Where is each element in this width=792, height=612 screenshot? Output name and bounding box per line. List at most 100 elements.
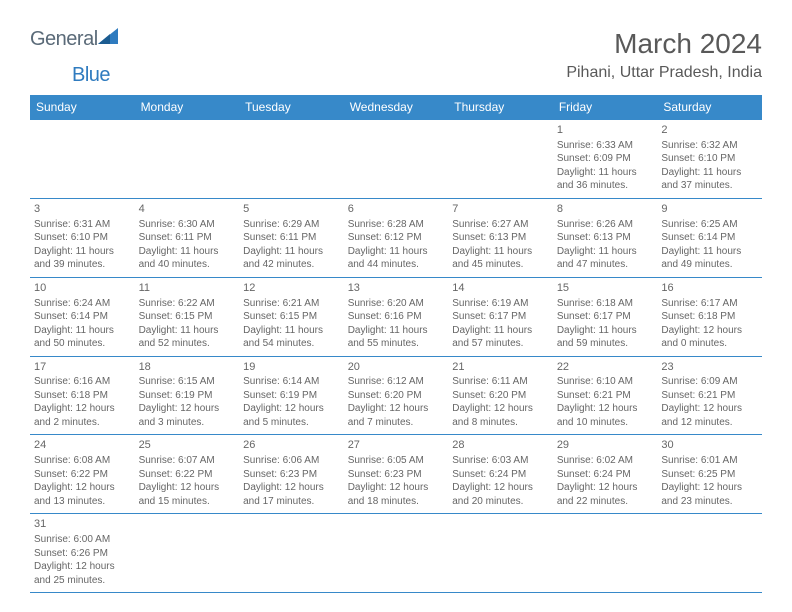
calendar-day-cell: 13Sunrise: 6:20 AMSunset: 6:16 PMDayligh… [344, 277, 449, 356]
location: Pihani, Uttar Pradesh, India [566, 64, 762, 82]
sunset-text: Sunset: 6:19 PM [243, 389, 340, 403]
calendar-week-row: 1Sunrise: 6:33 AMSunset: 6:09 PMDaylight… [30, 120, 762, 199]
calendar-day-cell: 10Sunrise: 6:24 AMSunset: 6:14 PMDayligh… [30, 277, 135, 356]
day-number: 21 [452, 360, 549, 375]
daylight-text: Daylight: 12 hours and 13 minutes. [34, 481, 131, 508]
calendar-empty-cell [553, 514, 658, 593]
sunset-text: Sunset: 6:25 PM [661, 468, 758, 482]
day-number: 13 [348, 281, 445, 296]
sunset-text: Sunset: 6:23 PM [348, 468, 445, 482]
sunrise-text: Sunrise: 6:06 AM [243, 454, 340, 468]
calendar-day-cell: 27Sunrise: 6:05 AMSunset: 6:23 PMDayligh… [344, 435, 449, 514]
sunset-text: Sunset: 6:23 PM [243, 468, 340, 482]
calendar-day-cell: 6Sunrise: 6:28 AMSunset: 6:12 PMDaylight… [344, 198, 449, 277]
calendar-empty-cell [448, 514, 553, 593]
day-header: Thursday [448, 95, 553, 120]
sunrise-text: Sunrise: 6:01 AM [661, 454, 758, 468]
calendar-week-row: 17Sunrise: 6:16 AMSunset: 6:18 PMDayligh… [30, 356, 762, 435]
daylight-text: Daylight: 12 hours and 10 minutes. [557, 402, 654, 429]
sunset-text: Sunset: 6:24 PM [452, 468, 549, 482]
sail-icon [98, 28, 120, 51]
sunset-text: Sunset: 6:20 PM [452, 389, 549, 403]
sunrise-text: Sunrise: 6:03 AM [452, 454, 549, 468]
calendar-day-cell: 20Sunrise: 6:12 AMSunset: 6:20 PMDayligh… [344, 356, 449, 435]
day-number: 8 [557, 202, 654, 217]
logo: General [30, 28, 122, 51]
sunrise-text: Sunrise: 6:14 AM [243, 375, 340, 389]
calendar-day-cell: 9Sunrise: 6:25 AMSunset: 6:14 PMDaylight… [657, 198, 762, 277]
sunrise-text: Sunrise: 6:10 AM [557, 375, 654, 389]
sunrise-text: Sunrise: 6:12 AM [348, 375, 445, 389]
calendar-day-cell: 8Sunrise: 6:26 AMSunset: 6:13 PMDaylight… [553, 198, 658, 277]
daylight-text: Daylight: 12 hours and 3 minutes. [139, 402, 236, 429]
calendar-empty-cell [135, 514, 240, 593]
sunset-text: Sunset: 6:09 PM [557, 152, 654, 166]
day-number: 18 [139, 360, 236, 375]
daylight-text: Daylight: 12 hours and 5 minutes. [243, 402, 340, 429]
sunrise-text: Sunrise: 6:20 AM [348, 297, 445, 311]
calendar-header-row: SundayMondayTuesdayWednesdayThursdayFrid… [30, 95, 762, 120]
daylight-text: Daylight: 12 hours and 17 minutes. [243, 481, 340, 508]
sunset-text: Sunset: 6:10 PM [661, 152, 758, 166]
daylight-text: Daylight: 11 hours and 39 minutes. [34, 245, 131, 272]
sunset-text: Sunset: 6:11 PM [243, 231, 340, 245]
daylight-text: Daylight: 12 hours and 8 minutes. [452, 402, 549, 429]
daylight-text: Daylight: 12 hours and 2 minutes. [34, 402, 131, 429]
calendar-empty-cell [30, 120, 135, 199]
sunset-text: Sunset: 6:10 PM [34, 231, 131, 245]
calendar-day-cell: 3Sunrise: 6:31 AMSunset: 6:10 PMDaylight… [30, 198, 135, 277]
calendar-day-cell: 12Sunrise: 6:21 AMSunset: 6:15 PMDayligh… [239, 277, 344, 356]
daylight-text: Daylight: 12 hours and 22 minutes. [557, 481, 654, 508]
logo-word1: General [30, 28, 98, 51]
calendar-week-row: 3Sunrise: 6:31 AMSunset: 6:10 PMDaylight… [30, 198, 762, 277]
sunset-text: Sunset: 6:17 PM [452, 310, 549, 324]
daylight-text: Daylight: 11 hours and 59 minutes. [557, 324, 654, 351]
sunrise-text: Sunrise: 6:18 AM [557, 297, 654, 311]
sunset-text: Sunset: 6:15 PM [139, 310, 236, 324]
daylight-text: Daylight: 12 hours and 7 minutes. [348, 402, 445, 429]
sunset-text: Sunset: 6:22 PM [139, 468, 236, 482]
sunset-text: Sunset: 6:24 PM [557, 468, 654, 482]
day-number: 6 [348, 202, 445, 217]
sunset-text: Sunset: 6:17 PM [557, 310, 654, 324]
sunrise-text: Sunrise: 6:29 AM [243, 218, 340, 232]
day-number: 24 [34, 438, 131, 453]
calendar-body: 1Sunrise: 6:33 AMSunset: 6:09 PMDaylight… [30, 120, 762, 593]
sunset-text: Sunset: 6:13 PM [557, 231, 654, 245]
sunrise-text: Sunrise: 6:02 AM [557, 454, 654, 468]
sunset-text: Sunset: 6:21 PM [661, 389, 758, 403]
calendar-empty-cell [344, 514, 449, 593]
sunset-text: Sunset: 6:20 PM [348, 389, 445, 403]
sunset-text: Sunset: 6:19 PM [139, 389, 236, 403]
calendar-day-cell: 1Sunrise: 6:33 AMSunset: 6:09 PMDaylight… [553, 120, 658, 199]
day-number: 31 [34, 517, 131, 532]
sunset-text: Sunset: 6:21 PM [557, 389, 654, 403]
calendar-empty-cell [239, 120, 344, 199]
calendar-week-row: 31Sunrise: 6:00 AMSunset: 6:26 PMDayligh… [30, 514, 762, 593]
daylight-text: Daylight: 12 hours and 25 minutes. [34, 560, 131, 587]
sunrise-text: Sunrise: 6:21 AM [243, 297, 340, 311]
day-number: 20 [348, 360, 445, 375]
day-number: 29 [557, 438, 654, 453]
daylight-text: Daylight: 11 hours and 36 minutes. [557, 166, 654, 193]
day-number: 9 [661, 202, 758, 217]
calendar-day-cell: 31Sunrise: 6:00 AMSunset: 6:26 PMDayligh… [30, 514, 135, 593]
day-number: 19 [243, 360, 340, 375]
sunrise-text: Sunrise: 6:07 AM [139, 454, 236, 468]
sunrise-text: Sunrise: 6:16 AM [34, 375, 131, 389]
sunrise-text: Sunrise: 6:26 AM [557, 218, 654, 232]
sunset-text: Sunset: 6:18 PM [34, 389, 131, 403]
daylight-text: Daylight: 12 hours and 12 minutes. [661, 402, 758, 429]
calendar-day-cell: 14Sunrise: 6:19 AMSunset: 6:17 PMDayligh… [448, 277, 553, 356]
day-number: 30 [661, 438, 758, 453]
sunset-text: Sunset: 6:26 PM [34, 547, 131, 561]
day-number: 22 [557, 360, 654, 375]
sunrise-text: Sunrise: 6:08 AM [34, 454, 131, 468]
calendar-day-cell: 28Sunrise: 6:03 AMSunset: 6:24 PMDayligh… [448, 435, 553, 514]
day-number: 4 [139, 202, 236, 217]
daylight-text: Daylight: 11 hours and 57 minutes. [452, 324, 549, 351]
day-number: 17 [34, 360, 131, 375]
sunset-text: Sunset: 6:15 PM [243, 310, 340, 324]
calendar-day-cell: 25Sunrise: 6:07 AMSunset: 6:22 PMDayligh… [135, 435, 240, 514]
sunrise-text: Sunrise: 6:27 AM [452, 218, 549, 232]
